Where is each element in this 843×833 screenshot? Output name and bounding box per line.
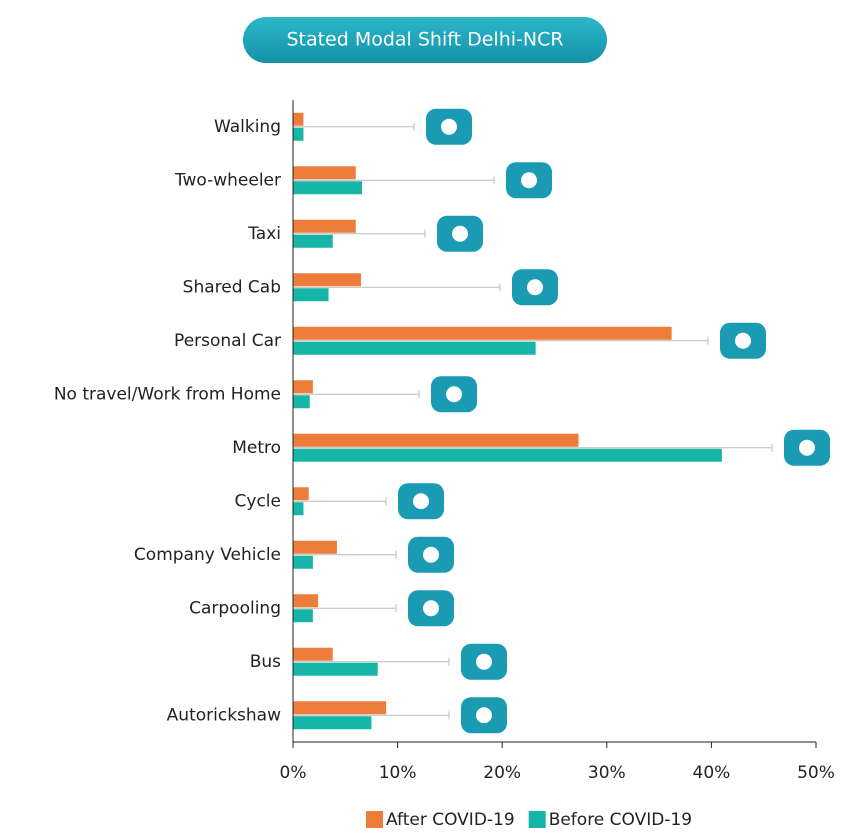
bar — [293, 555, 313, 569]
bar — [293, 326, 672, 340]
bar — [293, 647, 333, 661]
bar — [293, 609, 313, 623]
bar — [293, 288, 329, 302]
bar — [293, 112, 304, 126]
x-tick-label: 20% — [483, 763, 521, 783]
bar — [293, 540, 337, 554]
legend-swatch — [528, 811, 546, 828]
bar — [293, 166, 356, 180]
mode-icon-detail — [446, 386, 462, 403]
mode-icon-detail — [441, 118, 457, 135]
mode-icon-detail — [413, 493, 429, 510]
mode-icon-detail — [476, 707, 492, 724]
bar — [293, 662, 378, 676]
mode-icon-detail — [521, 172, 537, 189]
bar — [293, 701, 387, 715]
x-tick-label: 0% — [280, 763, 307, 783]
bar — [293, 219, 356, 233]
x-tick-label: 30% — [588, 763, 626, 783]
bar — [293, 127, 304, 141]
mode-icon-detail — [735, 332, 751, 349]
x-tick-label: 10% — [379, 763, 417, 783]
mode-icon-detail — [423, 546, 439, 563]
y-tick-label: Taxi — [247, 224, 281, 244]
mode-icon-detail — [527, 279, 543, 296]
y-tick-label: Metro — [232, 438, 281, 458]
legend-label: Before COVID-19 — [549, 810, 692, 830]
bar — [293, 273, 361, 287]
legend-swatch — [366, 811, 383, 828]
mode-icon-detail — [799, 439, 815, 456]
bar — [293, 341, 536, 355]
bar — [293, 234, 333, 248]
y-tick-label: Personal Car — [174, 331, 281, 351]
bar — [293, 594, 319, 608]
chart-title: Stated Modal Shift Delhi-NCR — [286, 29, 563, 51]
x-tick-label: 50% — [797, 763, 835, 783]
y-tick-label: Autorickshaw — [167, 705, 281, 725]
bar — [293, 716, 372, 730]
y-tick-label: Walking — [214, 117, 281, 137]
y-tick-label: No travel/Work from Home — [54, 384, 281, 404]
bar — [293, 181, 363, 195]
bar — [293, 448, 722, 462]
legend-label: After COVID-19 — [386, 810, 515, 830]
y-tick-label: Cycle — [235, 491, 281, 511]
y-tick-label: Company Vehicle — [134, 545, 281, 565]
bar — [293, 380, 313, 394]
mode-icon-detail — [476, 653, 492, 670]
y-tick-label: Shared Cab — [183, 277, 281, 297]
x-tick-label: 40% — [693, 763, 731, 783]
bar — [293, 502, 304, 516]
title-pill — [243, 17, 607, 63]
y-tick-label: Carpooling — [189, 598, 281, 618]
bar — [293, 395, 310, 409]
mode-icon-detail — [452, 225, 468, 242]
bar — [293, 433, 579, 447]
y-tick-label: Two-wheeler — [174, 170, 281, 190]
mode-icon-detail — [423, 600, 439, 617]
bar — [293, 487, 309, 501]
y-tick-label: Bus — [250, 652, 281, 672]
